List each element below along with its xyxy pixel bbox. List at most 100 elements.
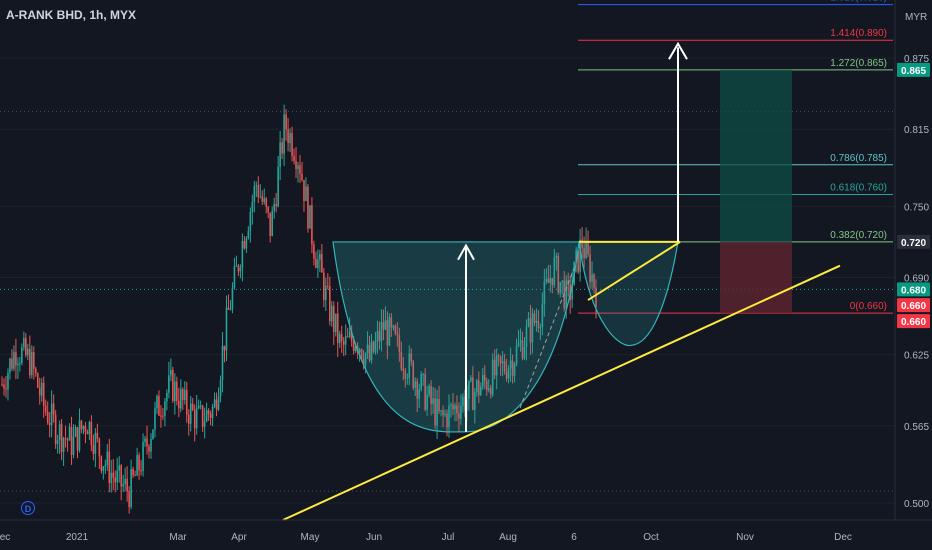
candle-body bbox=[174, 381, 176, 401]
candle-body bbox=[32, 352, 35, 369]
candle-body bbox=[501, 361, 504, 364]
candle-body bbox=[279, 142, 281, 167]
candle-body bbox=[493, 359, 496, 376]
candle-body bbox=[277, 166, 279, 207]
candle-body bbox=[426, 394, 428, 410]
candle-body bbox=[31, 352, 33, 376]
candle-body bbox=[440, 410, 442, 412]
candle-body bbox=[392, 326, 395, 328]
candle-body bbox=[593, 274, 595, 288]
candle-body bbox=[364, 353, 367, 365]
candle-body bbox=[434, 398, 436, 426]
candle-body bbox=[128, 491, 130, 507]
y-tick-label: 0.690 bbox=[904, 274, 929, 285]
candle-body bbox=[408, 353, 411, 378]
support-trendline bbox=[282, 264, 841, 521]
candle-body bbox=[368, 344, 371, 361]
candle-body bbox=[29, 348, 31, 376]
candle-body bbox=[283, 114, 285, 154]
price-axis: 0.500 0.565 0.625 0.690 0.750 0.815 0.875 MYR 0.… bbox=[894, 0, 930, 520]
candle-body bbox=[301, 173, 303, 181]
candle-body bbox=[80, 420, 83, 430]
candle-body bbox=[203, 421, 206, 427]
candle-body bbox=[472, 377, 474, 411]
candle-body bbox=[227, 307, 230, 310]
candle-body bbox=[334, 313, 337, 332]
candle-body bbox=[126, 478, 128, 492]
y-tick-label: 0.565 bbox=[904, 422, 929, 433]
candle-body bbox=[239, 267, 242, 272]
candle-body bbox=[330, 305, 333, 322]
candle-body bbox=[132, 469, 134, 476]
candle-body bbox=[247, 230, 250, 239]
fib-level-label: 0(0.660) bbox=[850, 301, 887, 312]
candle-body bbox=[448, 405, 450, 428]
dividend-marker-icon[interactable]: D bbox=[21, 501, 35, 515]
candle-body bbox=[5, 388, 7, 390]
price-badge-label: 0.720 bbox=[901, 238, 926, 249]
candle-body bbox=[52, 403, 55, 415]
candle-body bbox=[253, 186, 256, 202]
candle-body bbox=[575, 250, 577, 262]
candle-body bbox=[549, 278, 552, 283]
candle-body bbox=[428, 385, 430, 395]
candle-body bbox=[178, 400, 180, 409]
candle-body bbox=[489, 388, 492, 395]
candle-body bbox=[577, 250, 579, 272]
candle-body bbox=[519, 340, 522, 344]
candle-body bbox=[70, 426, 73, 455]
candle-body bbox=[319, 254, 321, 260]
price-badge-label: 0.865 bbox=[901, 66, 926, 77]
candle-body bbox=[237, 265, 240, 272]
candle-body bbox=[164, 401, 166, 416]
candle-body bbox=[332, 305, 335, 332]
candle-body bbox=[116, 470, 119, 483]
candle-body bbox=[166, 392, 168, 402]
candle-body bbox=[60, 424, 63, 452]
candle-body bbox=[213, 399, 216, 407]
candle-body bbox=[48, 422, 51, 426]
stop-zone bbox=[720, 241, 792, 314]
candle-body bbox=[507, 368, 510, 379]
candle-body bbox=[66, 439, 69, 441]
candle-body bbox=[112, 472, 115, 478]
candle-body bbox=[84, 426, 87, 432]
candle-body bbox=[511, 360, 514, 376]
x-tick-label: 2021 bbox=[66, 532, 89, 543]
candle-body bbox=[271, 210, 273, 237]
candle-body bbox=[342, 341, 345, 345]
candle-body bbox=[587, 241, 589, 255]
candle-body bbox=[311, 205, 313, 245]
price-candles bbox=[1, 104, 597, 514]
candle-body bbox=[468, 380, 470, 399]
candle-body bbox=[86, 431, 89, 435]
candle-body bbox=[390, 317, 393, 328]
candle-body bbox=[450, 404, 452, 406]
candle-body bbox=[454, 405, 456, 410]
candle-body bbox=[346, 336, 349, 338]
candle-body bbox=[108, 451, 111, 483]
candle-body bbox=[88, 421, 91, 435]
candle-body bbox=[287, 129, 289, 144]
candle-body bbox=[382, 322, 385, 330]
candle-body bbox=[54, 414, 57, 444]
candle-body bbox=[40, 382, 43, 396]
candle-body bbox=[138, 455, 140, 471]
candle-body bbox=[68, 426, 71, 441]
candle-body bbox=[34, 368, 37, 374]
candle-body bbox=[235, 265, 238, 267]
candle-body bbox=[78, 420, 81, 451]
candle-body bbox=[374, 341, 377, 352]
candle-body bbox=[3, 384, 5, 389]
candle-body bbox=[545, 279, 548, 282]
candle-body bbox=[585, 241, 587, 258]
price-badge-label: 0.680 bbox=[901, 285, 926, 296]
candle-body bbox=[321, 254, 323, 273]
candle-body bbox=[106, 451, 109, 465]
candle-body bbox=[424, 374, 426, 410]
candle-body bbox=[219, 379, 222, 397]
candle-body bbox=[223, 345, 226, 351]
candle-body bbox=[481, 374, 484, 387]
candle-body bbox=[402, 368, 405, 371]
